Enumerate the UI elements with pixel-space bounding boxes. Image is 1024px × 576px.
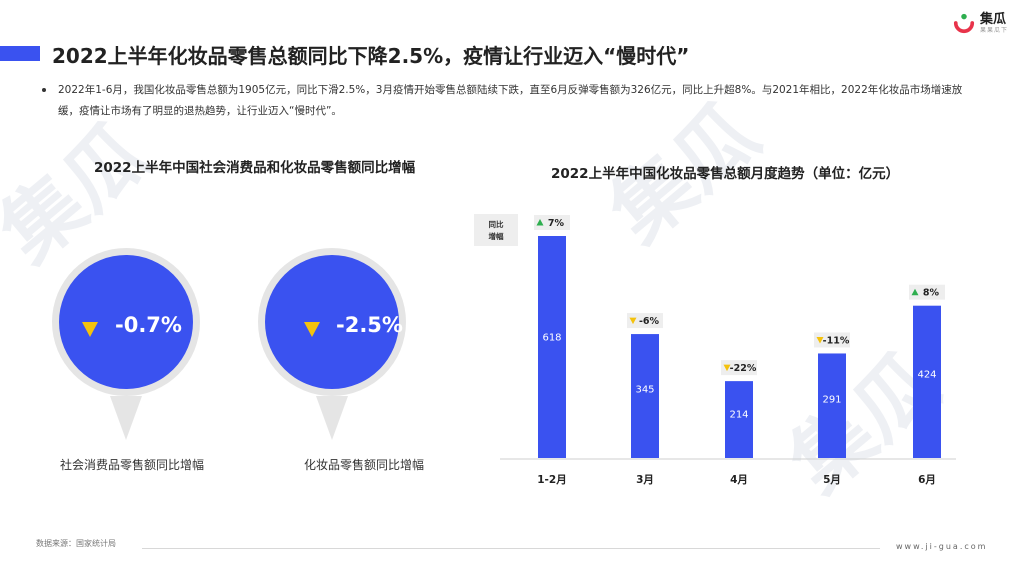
summary-bullet: 2022年1-6月，我国化妆品零售总额为1905亿元，同比下滑2.5%，3月疫情… — [40, 80, 980, 122]
bullet-dot-icon — [42, 88, 46, 92]
yoy-pin-cosmetics: -2.5% — [258, 248, 406, 440]
brand-logo: 集瓜 果果瓜下 — [953, 12, 1008, 34]
footer-url: www.ji-gua.com — [896, 542, 988, 551]
x-tick-label: 1-2月 — [537, 474, 566, 486]
yoy-legend-box — [474, 214, 518, 246]
yoy-value-label: 7% — [548, 218, 565, 229]
x-tick-label: 5月 — [823, 474, 841, 486]
yoy-pin-label: 化妆品零售额同比增幅 — [304, 458, 425, 472]
yoy-pin-label: 社会消费品零售额同比增幅 — [60, 458, 205, 472]
summary-text: 2022年1-6月，我国化妆品零售总额为1905亿元，同比下滑2.5%，3月疫情… — [58, 84, 963, 117]
down-triangle-icon — [816, 336, 824, 344]
yoy-value-label: -22% — [730, 363, 757, 374]
title-accent-bar — [0, 46, 40, 61]
bar-value-label: 424 — [917, 369, 936, 380]
yoy-badge — [814, 332, 850, 348]
yoy-value: -2.5% — [336, 313, 403, 337]
yoy-badge — [721, 360, 757, 376]
footer-divider — [142, 548, 880, 549]
brand-tagline: 果果瓜下 — [979, 26, 1008, 34]
yoy-value: -0.7% — [115, 313, 182, 337]
x-tick-label: 6月 — [918, 474, 936, 486]
down-triangle-icon — [629, 317, 637, 325]
up-triangle-icon — [911, 288, 919, 296]
yoy-value-label: -11% — [823, 335, 850, 346]
monthly-bar-chart: 同比增幅 618 1-2月 7% 345 3月 -6% 214 4月 -22% 291 5月 -11% 4… — [474, 214, 956, 486]
up-triangle-icon — [536, 219, 544, 226]
bar — [818, 353, 846, 458]
bar-value-label: 618 — [542, 332, 561, 343]
page-title: 2022上半年化妆品零售总额同比下降2.5%，疫情让行业迈入“慢时代” — [52, 44, 690, 68]
chart-title: 2022上半年中国化妆品零售总额月度趋势（单位：亿元） — [551, 166, 900, 182]
bar — [913, 305, 941, 458]
bar — [631, 334, 659, 458]
data-source: 数据来源：国家统计局 — [36, 539, 116, 548]
yoy-pin-social: -0.7% — [52, 248, 200, 440]
down-triangle-icon — [723, 364, 731, 372]
yoy-badge — [909, 284, 945, 300]
bar — [538, 236, 566, 458]
brand-name: 集瓜 — [979, 11, 1006, 27]
yoy-badge — [627, 313, 663, 329]
x-tick-label: 3月 — [636, 474, 654, 486]
left-section-title: 2022上半年中国社会消费品和化妆品零售额同比增幅 — [94, 160, 416, 176]
down-triangle-icon — [304, 322, 320, 337]
bar-value-label: 291 — [822, 395, 841, 406]
yoy-badge — [534, 215, 570, 230]
yoy-value-label: 8% — [923, 288, 940, 299]
bar — [725, 381, 753, 458]
bar-value-label: 214 — [729, 409, 748, 420]
down-triangle-icon — [82, 322, 98, 337]
x-tick-label: 4月 — [730, 474, 748, 486]
yoy-value-label: -6% — [639, 316, 660, 327]
bar-value-label: 345 — [635, 384, 654, 395]
brand-logo-icon — [953, 13, 975, 33]
yoy-legend-label: 同比 — [489, 219, 504, 229]
yoy-legend-label: 增幅 — [489, 231, 504, 241]
